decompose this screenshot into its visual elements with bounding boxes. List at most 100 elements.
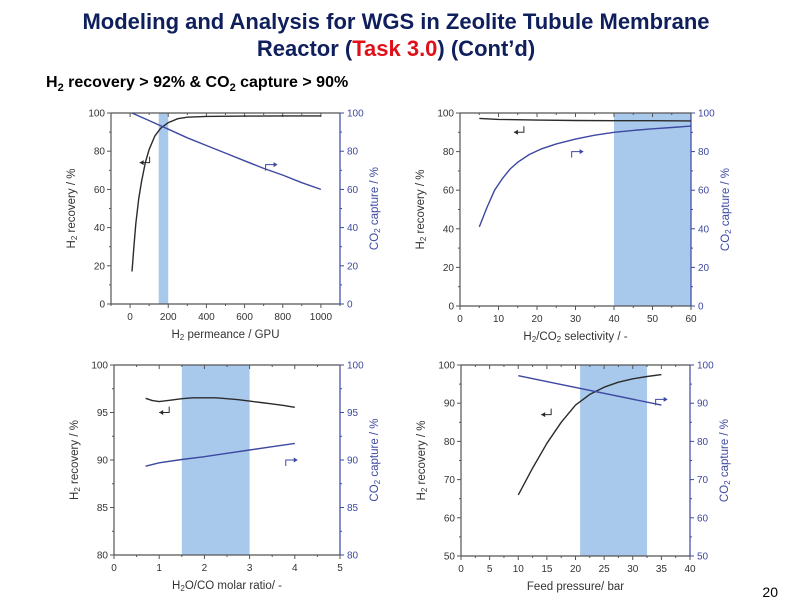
h2-recovery-line <box>131 115 321 272</box>
arrowhead-icon <box>579 149 584 155</box>
x-tick-label: 40 <box>684 564 696 575</box>
x-tick-label: 40 <box>608 314 620 325</box>
right-axis-arrow-icon <box>655 398 666 406</box>
y-right-tick-label: 50 <box>697 552 709 563</box>
x-tick-label: 2 <box>202 563 208 574</box>
x-tick-label: 20 <box>570 564 582 575</box>
y-right-tick-label: 80 <box>697 437 709 448</box>
x-tick-label: 60 <box>685 314 697 325</box>
highlight-band <box>614 113 691 306</box>
title-line-2: Reactor (Task 3.0) (Cont’d) <box>0 35 792 62</box>
y-left-tick-label: 95 <box>97 408 109 419</box>
y-right-tick-label: 0 <box>347 300 353 311</box>
y-right-tick-label: 80 <box>347 551 359 562</box>
x-tick-label: 0 <box>111 563 117 574</box>
x-tick-label: 400 <box>198 312 215 323</box>
x-tick-label: 20 <box>531 314 543 325</box>
title-line-1: Modeling and Analysis for WGS in Zeolite… <box>82 9 710 34</box>
x-tick-label: 50 <box>647 314 659 325</box>
y-right-tick-label: 100 <box>347 109 364 120</box>
h2-recovery-line <box>479 117 692 122</box>
x-tick-label: 30 <box>570 314 582 325</box>
arrowhead-icon <box>159 410 164 415</box>
y-right-tick-label: 0 <box>698 302 704 313</box>
y-left-tick-label: 80 <box>444 437 456 448</box>
y-right-tick-label: 100 <box>697 361 714 372</box>
x-tick-label: 35 <box>656 564 668 575</box>
y-right-tick-label: 20 <box>698 263 710 274</box>
y-left-tick-label: 70 <box>444 475 456 486</box>
x-axis-label: H2O/CO molar ratio/ - <box>172 580 282 593</box>
y-left-tick-label: 80 <box>97 551 109 562</box>
co2-capture-line <box>518 375 662 406</box>
x-tick-label: 5 <box>487 564 493 575</box>
y-left-axis-label: H2 recovery / % <box>66 169 79 249</box>
highlight-band <box>181 365 250 555</box>
y-right-tick-label: 70 <box>697 475 709 486</box>
y-left-tick-label: 0 <box>99 300 105 311</box>
y-left-tick-label: 60 <box>444 513 456 524</box>
y-right-tick-label: 100 <box>698 109 715 120</box>
highlight-band <box>580 365 648 556</box>
task-label: Task 3.0 <box>352 36 438 61</box>
y-left-tick-label: 60 <box>443 186 455 197</box>
x-tick-label: 0 <box>457 314 463 325</box>
y-left-tick-label: 85 <box>97 503 109 514</box>
y-left-tick-label: 60 <box>94 185 106 196</box>
arrowhead-icon <box>139 160 144 166</box>
y-right-axis-label: CO2 capture / % <box>720 168 733 251</box>
right-axis-arrow-icon <box>285 459 296 466</box>
h2-recovery-line <box>145 397 295 408</box>
co2-capture-line <box>478 125 692 228</box>
y-left-axis-label: H2 recovery / % <box>415 170 428 250</box>
chart-1: 0 200 400 600 800 100002040608010002040608010… <box>66 109 382 343</box>
x-axis-label: H2/CO2 selectivity / - <box>523 331 627 344</box>
x-tick-label: 4 <box>292 563 298 574</box>
x-tick-label: 3 <box>247 563 253 574</box>
subtitle-text: H <box>46 74 58 91</box>
arrowhead-icon <box>273 162 278 168</box>
x-tick-label: 5 <box>337 563 343 574</box>
arrowhead-icon <box>513 129 518 135</box>
page-number: 20 <box>762 584 778 600</box>
y-right-tick-label: 95 <box>347 408 359 419</box>
chart-2: 0 10 20 30 40 50 60020406080100020406080100H2/… <box>415 109 733 345</box>
slide-title: Modeling and Analysis for WGS in Zeolite… <box>0 8 792 62</box>
y-right-tick-label: 80 <box>347 147 359 158</box>
chart-3: 0 1 2 3 4 5 80 85 90 95 100 80 85 90 95 100 H2O/CO molar… <box>69 361 382 594</box>
y-left-tick-label: 100 <box>437 109 454 120</box>
y-right-tick-label: 20 <box>347 261 359 272</box>
y-right-tick-label: 90 <box>697 399 709 410</box>
slide-subtitle: H2 recovery > 92% & CO2 capture > 90% <box>46 74 348 94</box>
y-left-tick-label: 80 <box>94 147 106 158</box>
y-left-tick-label: 40 <box>94 223 106 234</box>
x-tick-label: 0 <box>458 564 464 575</box>
x-tick-label: 25 <box>599 564 611 575</box>
y-right-axis-label: CO2 capture / % <box>719 419 732 502</box>
y-left-tick-label: 20 <box>94 261 106 272</box>
y-right-axis-label: CO2 capture / % <box>369 418 382 501</box>
arrowhead-icon <box>663 396 668 402</box>
x-tick-label: 30 <box>627 564 639 575</box>
highlight-band <box>158 113 169 304</box>
y-left-tick-label: 100 <box>438 361 455 372</box>
y-right-axis-label: CO2 capture / % <box>369 167 382 250</box>
x-tick-label: 15 <box>541 564 553 575</box>
y-right-tick-label: 60 <box>347 185 359 196</box>
right-axis-arrow-icon <box>571 151 582 158</box>
title-line-2-pre: Reactor ( <box>256 36 353 61</box>
x-tick-label: 1000 <box>310 312 333 323</box>
co2-capture-line <box>145 442 295 467</box>
subtitle-text: capture > 90% <box>235 74 349 91</box>
y-right-tick-label: 60 <box>697 513 709 524</box>
x-tick-label: 200 <box>160 312 177 323</box>
arrowhead-icon <box>541 412 546 418</box>
chart-4: 0 5 10 15 20 25 30 35 40506070809010050607080901… <box>416 361 732 594</box>
y-left-tick-label: 90 <box>97 456 109 467</box>
y-left-tick-label: 40 <box>443 224 455 235</box>
co2-capture-line <box>131 112 322 191</box>
y-left-tick-label: 100 <box>91 361 108 372</box>
x-axis-label: Feed pressure/ bar <box>527 581 624 593</box>
y-left-axis-label: H2 recovery / % <box>416 421 429 501</box>
